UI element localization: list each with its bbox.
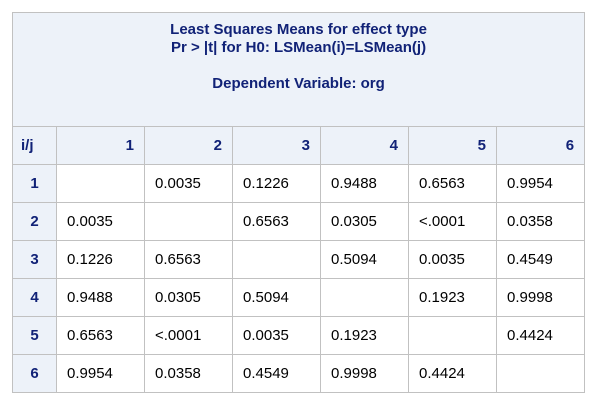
lsmeans-table: Least Squares Means for effect type Pr >… bbox=[11, 12, 586, 393]
cell-5-2: <.0001 bbox=[144, 316, 233, 355]
cell-3-1: 0.1226 bbox=[56, 240, 145, 279]
cell-4-4 bbox=[320, 278, 409, 317]
title-line-3: Dependent Variable: org bbox=[212, 75, 385, 92]
cell-1-2: 0.0035 bbox=[144, 164, 233, 203]
cell-3-2: 0.6563 bbox=[144, 240, 233, 279]
column-header-5: 5 bbox=[408, 126, 497, 165]
cell-2-6: 0.0358 bbox=[495, 202, 586, 241]
column-header-row: i/j 1 2 3 4 5 6 bbox=[12, 126, 586, 165]
corner-label: i/j bbox=[12, 126, 57, 165]
row-header-1: 1 bbox=[12, 164, 57, 203]
title-line-1: Least Squares Means for effect type bbox=[170, 21, 427, 38]
cell-3-6: 0.4549 bbox=[495, 240, 586, 279]
cell-3-5: 0.0035 bbox=[408, 240, 497, 279]
cell-2-5: <.0001 bbox=[408, 202, 497, 241]
cell-6-4: 0.9998 bbox=[320, 354, 409, 393]
column-header-3: 3 bbox=[232, 126, 321, 165]
cell-3-4: 0.5094 bbox=[320, 240, 409, 279]
title-line-2: Pr > |t| for H0: LSMean(i)=LSMean(j) bbox=[170, 39, 427, 56]
cell-4-5: 0.1923 bbox=[408, 278, 497, 317]
table-row: 4 0.9488 0.0305 0.5094 0.1923 0.9998 bbox=[12, 278, 586, 317]
row-header-4: 4 bbox=[12, 278, 57, 317]
cell-5-4: 0.1923 bbox=[320, 316, 409, 355]
cell-2-4: 0.0305 bbox=[320, 202, 409, 241]
cell-4-1: 0.9488 bbox=[56, 278, 145, 317]
row-header-6: 6 bbox=[12, 354, 57, 393]
table-row: 2 0.0035 0.6563 0.0305 <.0001 0.0358 bbox=[12, 202, 586, 241]
table-row: 5 0.6563 <.0001 0.0035 0.1923 0.4424 bbox=[12, 316, 586, 355]
column-header-4: 4 bbox=[320, 126, 409, 165]
row-header-3: 3 bbox=[12, 240, 57, 279]
cell-1-4: 0.9488 bbox=[320, 164, 409, 203]
cell-5-3: 0.0035 bbox=[232, 316, 321, 355]
table-row: 6 0.9954 0.0358 0.4549 0.9998 0.4424 bbox=[12, 354, 586, 393]
table-title: Least Squares Means for effect type Pr >… bbox=[11, 12, 586, 127]
table-row: 3 0.1226 0.6563 0.5094 0.0035 0.4549 bbox=[12, 240, 586, 279]
cell-4-6: 0.9998 bbox=[495, 278, 586, 317]
cell-5-5 bbox=[408, 316, 497, 355]
column-header-2: 2 bbox=[144, 126, 233, 165]
row-header-5: 5 bbox=[12, 316, 57, 355]
cell-4-3: 0.5094 bbox=[232, 278, 321, 317]
cell-3-3 bbox=[232, 240, 321, 279]
table-body: 1 0.0035 0.1226 0.9488 0.6563 0.9954 2 0.0035 0.… bbox=[12, 164, 586, 393]
column-header-1: 1 bbox=[56, 126, 145, 165]
cell-6-3: 0.4549 bbox=[232, 354, 321, 393]
cell-6-6 bbox=[495, 354, 586, 393]
cell-1-3: 0.1226 bbox=[232, 164, 321, 203]
cell-6-1: 0.9954 bbox=[56, 354, 145, 393]
table-row: 1 0.0035 0.1226 0.9488 0.6563 0.9954 bbox=[12, 164, 586, 203]
cell-5-6: 0.4424 bbox=[495, 316, 586, 355]
column-header-6: 6 bbox=[495, 126, 586, 165]
lsmeans-table-container: Least Squares Means for effect type Pr >… bbox=[11, 12, 586, 393]
cell-2-3: 0.6563 bbox=[232, 202, 321, 241]
cell-6-2: 0.0358 bbox=[144, 354, 233, 393]
cell-1-5: 0.6563 bbox=[408, 164, 497, 203]
cell-4-2: 0.0305 bbox=[144, 278, 233, 317]
title-row: Least Squares Means for effect type Pr >… bbox=[11, 12, 586, 127]
cell-6-5: 0.4424 bbox=[408, 354, 497, 393]
cell-1-6: 0.9954 bbox=[495, 164, 586, 203]
cell-2-2 bbox=[144, 202, 233, 241]
cell-2-1: 0.0035 bbox=[56, 202, 145, 241]
cell-1-1 bbox=[56, 164, 145, 203]
row-header-2: 2 bbox=[12, 202, 57, 241]
cell-5-1: 0.6563 bbox=[56, 316, 145, 355]
